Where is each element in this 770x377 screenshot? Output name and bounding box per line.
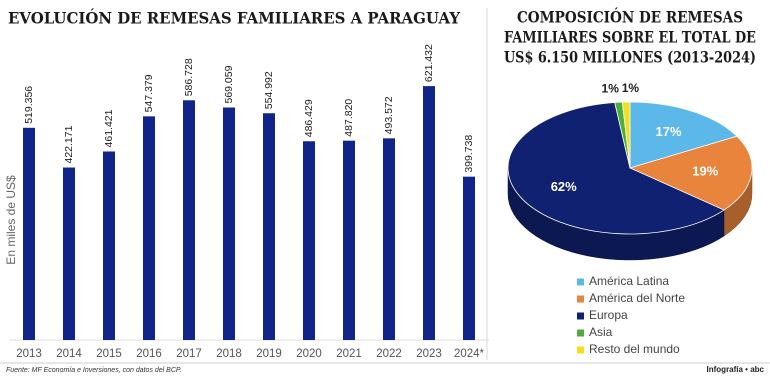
pie-slice [621, 101, 631, 169]
slice-label: 19% [692, 163, 718, 178]
bar [463, 176, 475, 340]
credit: Infografía • abc [707, 365, 765, 374]
legend-swatch [577, 295, 584, 303]
slice-label: 1% [602, 81, 620, 95]
legend-label: Asia [589, 325, 613, 339]
x-tick-label: 2013 [16, 348, 42, 360]
legend-label: América del Norte [589, 291, 685, 305]
legend-swatch [577, 329, 584, 337]
x-tick-label: 2021 [336, 348, 362, 360]
bar [103, 151, 115, 340]
pie-slice [507, 102, 725, 235]
value-label: 493.572 [383, 96, 395, 134]
pie-slice [628, 135, 753, 211]
pie-slice [629, 101, 738, 169]
x-tick-label: 2019 [256, 348, 282, 360]
slice-label: 62% [551, 179, 577, 194]
x-tick-label: 2018 [216, 348, 242, 360]
value-label: 621.432 [423, 44, 435, 82]
value-label: 547.379 [143, 74, 155, 112]
value-label: 554.992 [263, 71, 275, 109]
chart-title: EVOLUCIÓN DE REMESAS FAMILIARES A PARAGU… [8, 8, 461, 28]
value-label: 399.738 [463, 135, 475, 173]
value-label: 569.059 [223, 65, 235, 103]
legend-label: América Latina [589, 274, 669, 288]
slice-label: 1% [622, 81, 640, 95]
x-tick-label: 2024* [454, 348, 485, 360]
bar [23, 127, 35, 341]
value-label: 486.429 [303, 99, 315, 137]
bar [383, 138, 395, 340]
value-label: 422.171 [63, 125, 75, 163]
x-tick-label: 2017 [176, 348, 202, 360]
chart-title: FAMILIARES SOBRE EL TOTAL DE [504, 28, 756, 47]
x-tick-label: 2014 [56, 348, 82, 360]
legend-swatch [577, 312, 584, 320]
value-label: 461.421 [103, 109, 115, 147]
bar [303, 141, 315, 340]
value-label: 487.820 [343, 99, 355, 137]
x-tick-label: 2016 [136, 348, 162, 360]
x-tick-label: 2023 [416, 348, 442, 360]
slice-label: 17% [655, 124, 681, 139]
bar [343, 140, 355, 340]
bar [143, 116, 155, 340]
y-axis-label: En miles de US$ [4, 175, 18, 265]
bar [183, 100, 195, 341]
legend-swatch [577, 346, 584, 354]
bar [223, 107, 235, 340]
x-tick-label: 2015 [96, 348, 122, 360]
bar [423, 86, 435, 340]
bar [263, 113, 275, 340]
value-label: 586.728 [183, 58, 195, 96]
x-tick-label: 2022 [376, 348, 402, 360]
source: Fuente: MF Economía e Inversiones, con d… [6, 367, 182, 374]
chart-title: US$ 6.150 MILLONES (2013-2024) [504, 48, 756, 67]
legend-swatch [577, 278, 584, 286]
legend-label: Europa [589, 308, 628, 322]
x-tick-label: 2020 [296, 348, 322, 360]
chart-title: COMPOSICIÓN DE REMESAS [517, 7, 743, 27]
bar [63, 167, 75, 340]
legend-label: Resto del mundo [589, 342, 680, 356]
value-label: 519.356 [23, 86, 35, 124]
